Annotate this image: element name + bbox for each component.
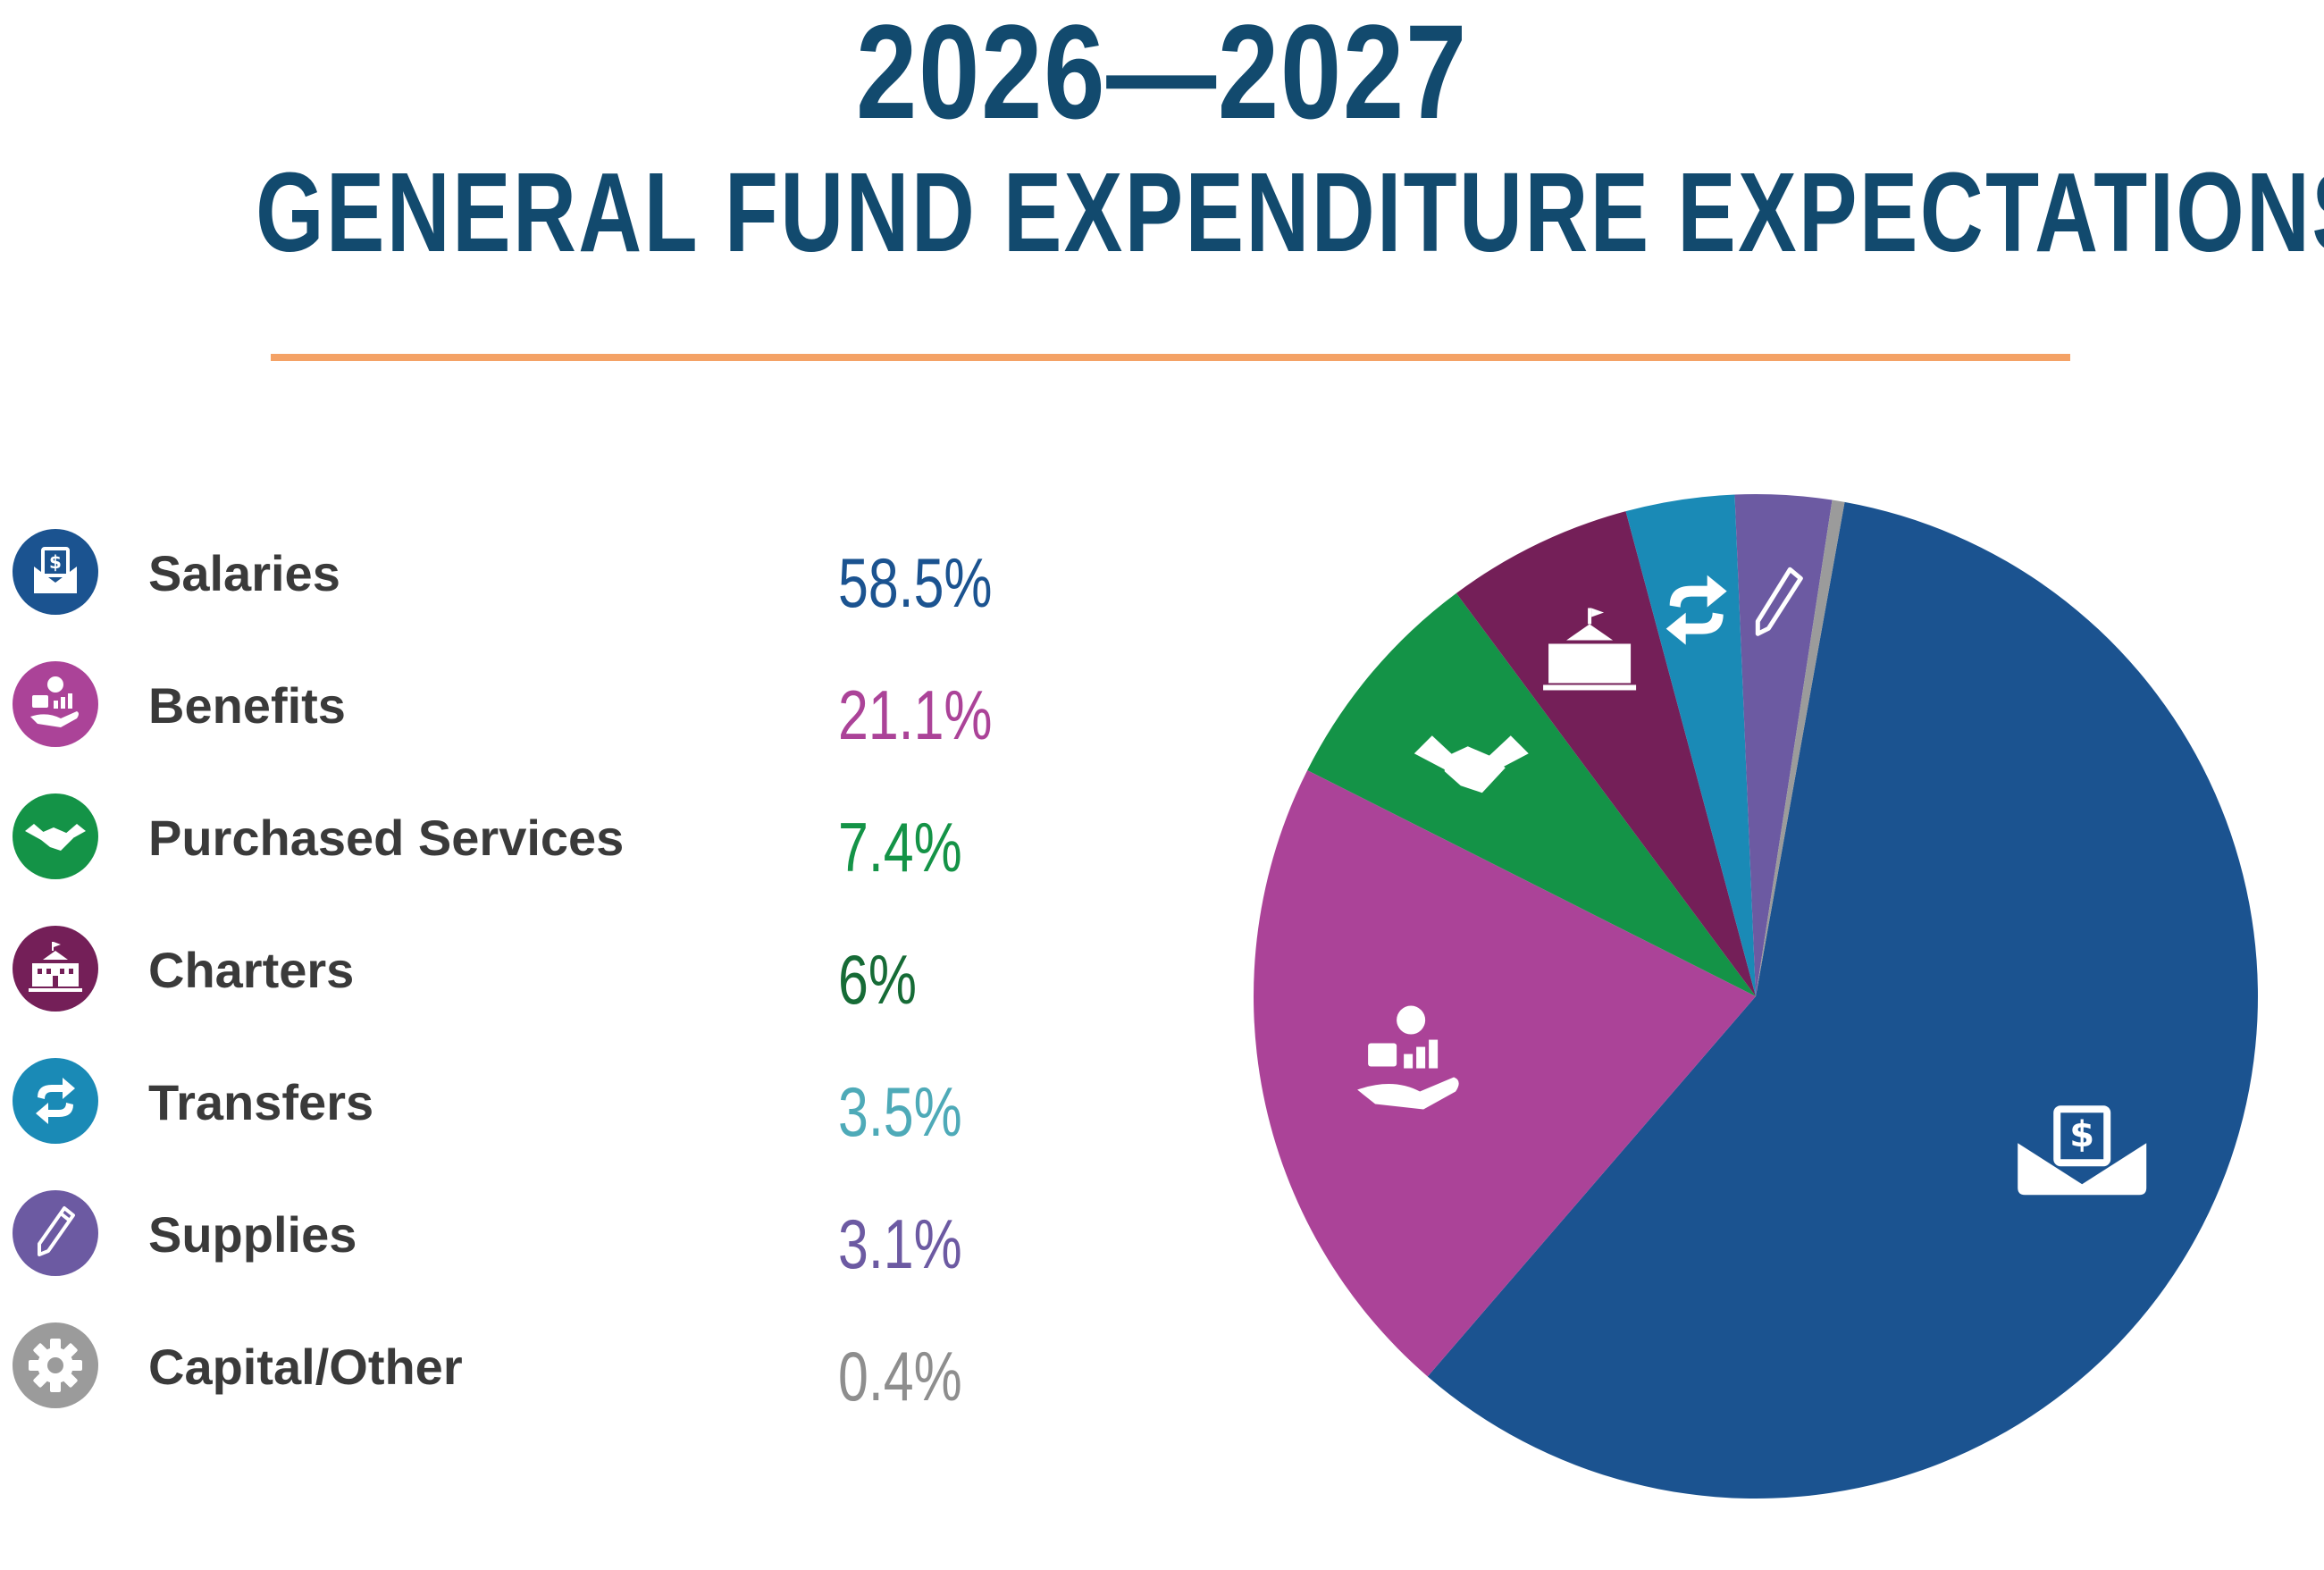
legend-value: 0.4% xyxy=(838,1337,962,1415)
divider-rule xyxy=(271,354,2070,361)
legend-label: Supplies xyxy=(148,1206,357,1263)
money-envelope-icon: $ xyxy=(13,529,98,615)
legend-label: Capital/Other xyxy=(148,1339,463,1395)
chart-title: 2026—2027 xyxy=(855,0,1469,147)
legend-label: Transfers xyxy=(148,1074,374,1130)
legend-value: 3.5% xyxy=(838,1072,962,1151)
handshake-icon xyxy=(1414,735,1529,793)
pie-slice-charters xyxy=(1456,511,1756,996)
legend-row-transfers: Transfers 3.5% xyxy=(0,1056,1072,1154)
legend: $ Salaries 58.5% Benefits 21.1% Purchase… xyxy=(0,527,1072,1421)
legend-label: Purchased Services xyxy=(148,810,625,866)
pie-slice-transfers xyxy=(1625,494,1756,996)
legend-value: 58.5% xyxy=(838,543,993,622)
handshake-icon xyxy=(13,793,98,879)
pie-chart: $ xyxy=(1254,494,2258,1499)
legend-label: Charters xyxy=(148,942,355,998)
legend-row-charters: Charters 6% xyxy=(0,924,1072,1022)
legend-value: 21.1% xyxy=(838,676,993,754)
health-benefits-hand-icon xyxy=(13,661,98,747)
school-building-icon xyxy=(13,926,98,1012)
money-envelope-icon: $ xyxy=(2018,1105,2147,1196)
pencil-icon xyxy=(13,1190,98,1276)
school-building-icon xyxy=(1543,608,1637,691)
pie-slice-benefits xyxy=(1254,769,1756,1377)
legend-row-capital-other: Capital/Other 0.4% xyxy=(0,1321,1072,1419)
svg-text:$: $ xyxy=(2069,1114,2094,1155)
pie-slice-purchased-services xyxy=(1307,592,1756,996)
legend-value: 3.1% xyxy=(838,1205,962,1283)
pie-slice-capital-other xyxy=(1756,500,1845,996)
legend-row-supplies: Supplies 3.1% xyxy=(0,1188,1072,1287)
health-benefits-hand-icon xyxy=(1357,1005,1459,1110)
legend-label: Salaries xyxy=(148,545,340,601)
legend-label: Benefits xyxy=(148,677,346,734)
pie-slice-salaries xyxy=(1427,501,2258,1499)
chart-subtitle: GENERAL FUND EXPENDITURE EXPECTATIONS xyxy=(256,149,2324,275)
svg-text:$: $ xyxy=(49,551,62,573)
legend-value: 6% xyxy=(838,940,917,1019)
legend-value: 7.4% xyxy=(838,808,962,886)
gear-icon xyxy=(13,1322,98,1408)
transfer-arrows-icon xyxy=(1665,575,1727,645)
transfer-arrows-icon xyxy=(13,1058,98,1144)
legend-row-purchased-services: Purchased Services 7.4% xyxy=(0,792,1072,890)
legend-row-salaries: $ Salaries 58.5% xyxy=(0,527,1072,625)
legend-row-benefits: Benefits 21.1% xyxy=(0,659,1072,758)
pencil-icon xyxy=(1755,567,1803,636)
